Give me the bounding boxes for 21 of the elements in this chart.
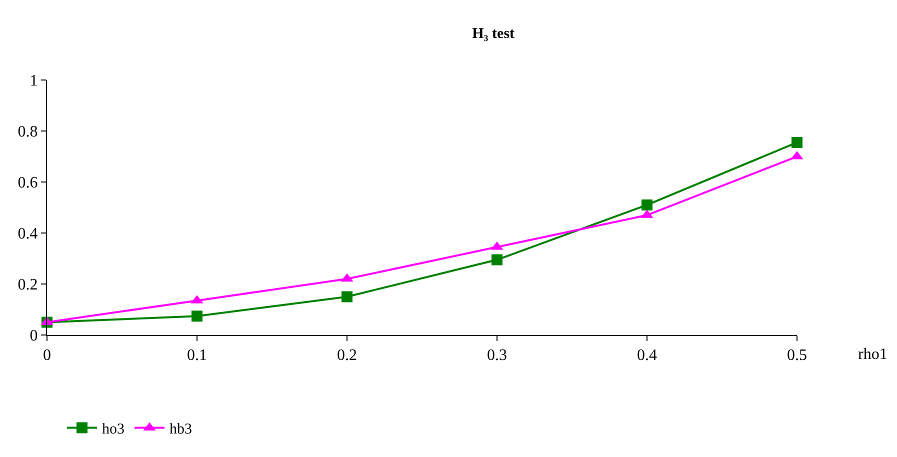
point: [192, 310, 202, 322]
x-tick-label: 0.2: [337, 347, 357, 364]
point: [492, 254, 502, 266]
legend-label: ho3: [102, 422, 124, 438]
chart-title: H₃ test: [472, 26, 515, 42]
y-tick-label: 0.4: [18, 226, 38, 243]
legend-label: hb3: [170, 422, 192, 438]
point: [792, 136, 802, 148]
y-tick-label: 0.2: [18, 276, 38, 294]
x-tick-label: 0: [43, 347, 51, 364]
x-tick-label: 0.3: [487, 347, 507, 364]
x-tick-label: 0.1: [187, 347, 207, 364]
y-tick-label: 0.6: [18, 174, 38, 192]
y-tick-label: 0: [30, 328, 38, 345]
point: [342, 291, 352, 302]
point: [642, 199, 652, 210]
x-tick-label: 0.4: [637, 347, 657, 364]
x-axis-title: rho1: [858, 346, 888, 363]
x-tick-label: 0.5: [787, 347, 807, 364]
y-tick-label: 0.8: [18, 124, 38, 141]
y-tick-label: 1: [30, 72, 38, 90]
